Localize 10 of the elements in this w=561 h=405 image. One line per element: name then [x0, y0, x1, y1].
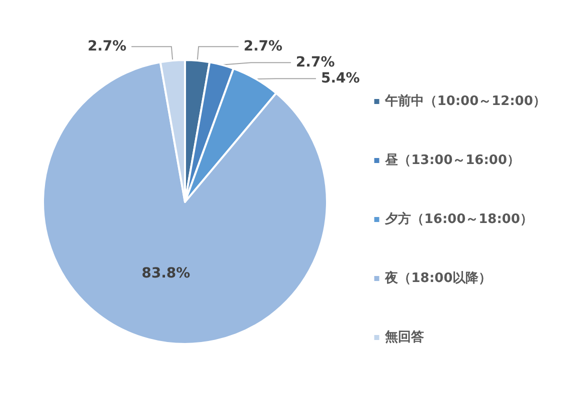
legend-label: 昼（13:00～16:00） [384, 153, 520, 168]
data-label: 2.7% [88, 38, 126, 55]
legend-label: 夜（18:00以降） [384, 270, 492, 286]
legend-label: 無回答 [384, 330, 424, 345]
data-label: 2.7% [244, 38, 282, 55]
legend-label: 夕方（16:00～18:00） [384, 211, 534, 227]
data-label: 2.7% [296, 54, 335, 71]
data-label: 5.4% [320, 70, 360, 87]
legend-label: 午前中（10:00～12:00） [384, 94, 546, 109]
data-label: 83.8% [142, 265, 190, 282]
